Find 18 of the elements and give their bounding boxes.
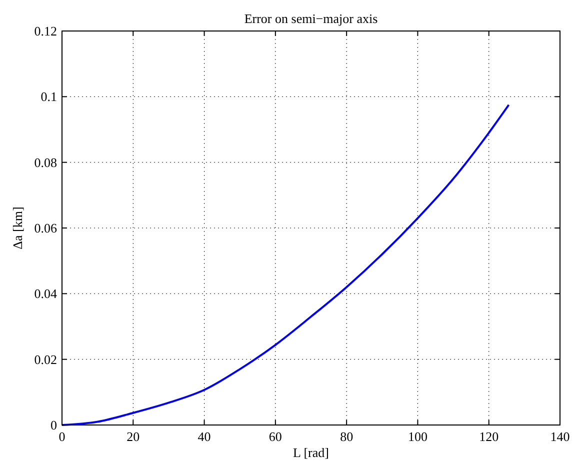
x-tick-label: 100 [408, 429, 428, 444]
x-tick-label: 140 [550, 429, 570, 444]
y-tick-label: 0.06 [34, 220, 58, 236]
x-tick-label: 80 [340, 429, 354, 444]
y-tick-label: 0.12 [34, 24, 57, 38]
y-tick-label: 0.02 [34, 352, 57, 367]
y-tick-label: 0.1 [40, 89, 57, 104]
x-tick-label: 40 [198, 429, 211, 444]
x-tick-label: 60 [268, 429, 282, 444]
y-tick-label: 0.04 [34, 286, 58, 302]
line-series [61, 104, 510, 426]
y-tick-label: 0 [50, 418, 57, 432]
x-tick-label: 20 [126, 429, 140, 444]
x-tick-label: 120 [479, 429, 499, 444]
chart-title: Error on semi−major axis [244, 11, 378, 26]
x-axis-title: L [rad] [293, 445, 329, 460]
y-tick-label: 0.08 [34, 154, 57, 170]
y-axis-title: Δa [km] [10, 206, 25, 250]
